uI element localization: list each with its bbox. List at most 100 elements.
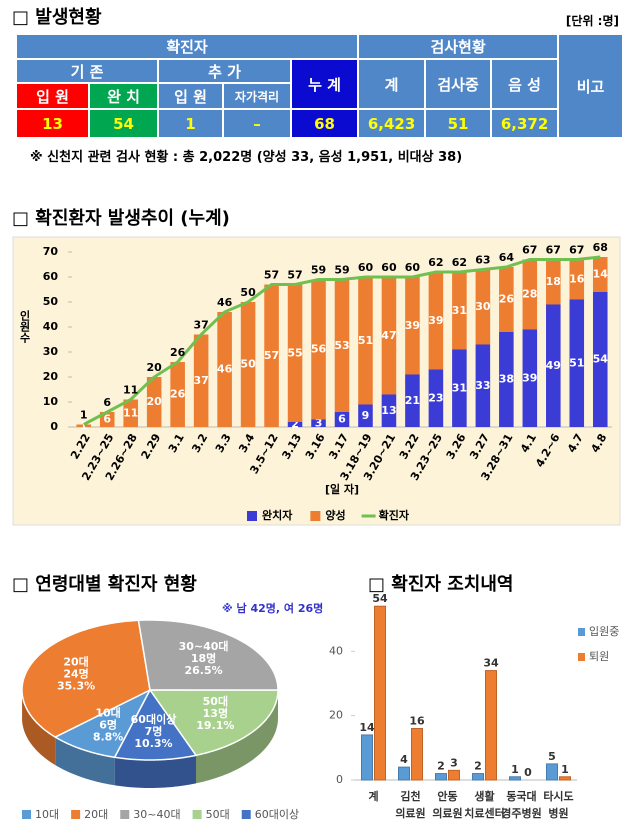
y-tick-label: 70 [43, 245, 59, 258]
slice-label: 20대 [63, 655, 88, 669]
bar-segment [522, 259, 538, 330]
data-label: 55 [287, 346, 302, 359]
legend-marker [310, 511, 321, 521]
bar [374, 605, 386, 781]
data-label: 11 [123, 384, 138, 397]
data-label: 28 [522, 288, 537, 301]
legend-label: 확진자 [379, 508, 410, 522]
data-label: 39 [428, 314, 443, 327]
data-cell: 68 [289, 108, 360, 139]
bar-segment [311, 419, 326, 427]
x-tick-label: 계 [368, 789, 378, 803]
data-label: 14 [359, 721, 375, 734]
data-label: 63 [475, 254, 490, 267]
x-tick-label: 3.17 [326, 432, 351, 462]
bar-segment [452, 349, 467, 427]
data-label: 9 [362, 409, 370, 422]
chart-background [12, 236, 621, 526]
x-tick-label: 4.2~6 [533, 431, 563, 469]
data-label: 6 [103, 413, 111, 426]
x-tick-label: 3.5~12 [247, 432, 280, 477]
header-cell: 입 원 [157, 82, 224, 110]
bar [435, 773, 447, 781]
data-label: 6 [338, 413, 346, 426]
bar-segment [99, 412, 115, 427]
data-label: 49 [546, 359, 561, 372]
bar [559, 776, 571, 781]
slice-label: 30~40대 [179, 639, 229, 653]
x-tick-label: 치료센터 [464, 806, 504, 820]
x-tick-label: 의료원 [432, 806, 462, 820]
data-cell: 6,372 [490, 108, 560, 139]
bar-segment [592, 257, 608, 292]
bar-segment [592, 292, 608, 427]
legend-marker [578, 628, 585, 636]
bar [485, 670, 497, 781]
slice-percent: 19.1% [196, 719, 234, 732]
section-title: □ 확진자 조치내역 [368, 574, 514, 595]
data-label: 2 [291, 418, 299, 431]
header-cell: 비고 [557, 33, 625, 139]
header-cell: 추 가 [157, 58, 292, 84]
data-label: 60 [381, 261, 397, 274]
x-tick-label: 3.23~25 [408, 432, 445, 483]
x-tick-label: 3.27 [467, 432, 492, 462]
slice-label: 50대 [203, 694, 228, 708]
data-label: 60 [358, 261, 374, 274]
bar-segment [381, 277, 397, 395]
x-tick-label: 3.20~21 [361, 432, 398, 483]
x-tick-label: 의료원 [395, 806, 425, 820]
data-label: 67 [546, 244, 561, 257]
data-label: 62 [452, 256, 467, 269]
bar [448, 769, 460, 781]
data-label: 21 [405, 394, 420, 407]
y-axis-label: 인원수 [18, 309, 31, 344]
bar-segment [546, 304, 561, 427]
data-label: 4 [400, 753, 408, 766]
data-cell: 54 [88, 108, 159, 139]
data-label: 16 [569, 273, 585, 286]
header-cell: 기 존 [15, 58, 159, 84]
data-label: 39 [405, 319, 420, 332]
header-cell: 검사현황 [357, 33, 560, 60]
bar-segment [522, 329, 538, 427]
legend-label: 10대 [35, 808, 59, 821]
data-label: 37 [193, 319, 208, 332]
data-cell: 13 [15, 108, 90, 139]
x-tick-label: 병원 [548, 806, 568, 820]
x-tick-label: 3.4 [236, 431, 257, 455]
data-label: 57 [287, 269, 302, 282]
data-label: 38 [499, 373, 514, 386]
data-label: 3 [315, 416, 323, 429]
slice-value: 7명 [145, 724, 163, 738]
legend-label: 20대 [84, 808, 108, 821]
y-tick-label: 60 [43, 270, 59, 283]
data-label: 2 [437, 760, 445, 773]
bar-segment [146, 377, 162, 427]
pie-side [22, 692, 56, 766]
data-label: 37 [193, 374, 208, 387]
legend-marker [120, 810, 130, 819]
data-label: 50 [240, 286, 256, 299]
bar-segment [405, 277, 420, 375]
x-tick-label: 생활 [474, 789, 494, 803]
header-cell: 음 성 [490, 58, 560, 110]
data-label: 18 [546, 275, 561, 288]
header-cell: 입 원 [15, 82, 90, 110]
bar-segment [240, 302, 256, 427]
legend-label: 60대이상 [255, 808, 299, 821]
bar-segment [546, 259, 561, 305]
x-tick-label: 3.3 [213, 432, 234, 455]
slice-percent: 35.3% [57, 680, 95, 693]
bar-segment [170, 362, 185, 427]
legend-label: 퇴원 [589, 650, 609, 663]
bar-segment [381, 394, 397, 427]
data-label: 57 [264, 349, 279, 362]
slice-label: 60대이상 [131, 712, 177, 726]
data-label: 51 [569, 356, 584, 369]
data-label: 67 [522, 244, 537, 257]
bar-segment [428, 369, 444, 427]
bar-segment [475, 269, 491, 345]
legend-label: 30~40대 [133, 808, 180, 821]
data-label: 54 [593, 353, 609, 366]
